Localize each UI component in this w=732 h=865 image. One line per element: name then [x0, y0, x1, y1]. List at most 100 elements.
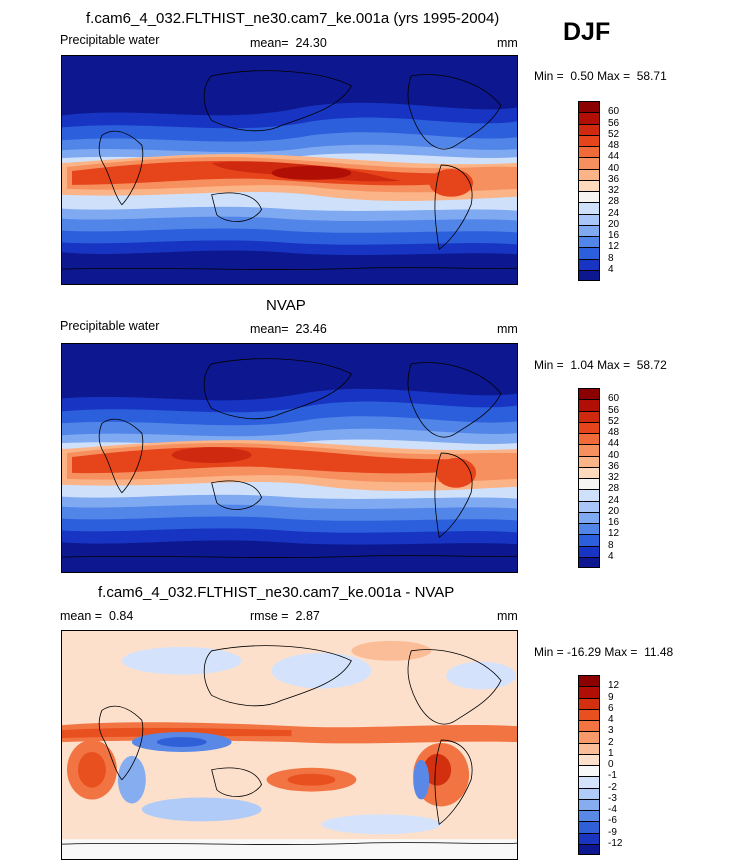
panel2-title: NVAP [266, 297, 306, 314]
colorbar-tick-label: -9 [608, 826, 617, 838]
colorbar-swatch [578, 511, 600, 524]
colorbar-tick-label: 16 [608, 230, 620, 241]
colorbar-tick-label: 48 [608, 427, 620, 438]
colorbar-tick-label: 16 [608, 517, 620, 528]
colorbar-swatch [578, 224, 600, 237]
colorbar-tick-label: 28 [608, 196, 620, 208]
colorbar-swatch [578, 731, 600, 743]
colorbar-swatch [578, 433, 600, 445]
colorbar-tick-label: 24 [608, 494, 620, 506]
colorbar-tick-label: 52 [608, 415, 620, 427]
panel2-minmax: Min = 1.04 Max = 58.72 [534, 358, 667, 372]
colorbar-swatch [578, 545, 600, 558]
colorbar-tick-label: 36 [608, 173, 620, 185]
colorbar-tick-label: 9 [608, 691, 614, 703]
colorbar-swatch [578, 776, 600, 788]
colorbar-swatch [578, 697, 600, 710]
colorbar-swatch [578, 123, 600, 136]
panel2-colorbar: 60 56 52 48 44 40 36 32 28 24 20 16 12 8 4 [578, 388, 619, 568]
colorbar-tick-label: 44 [608, 438, 620, 450]
colorbar-tick-label: 40 [608, 449, 620, 461]
panel2-units: mm [497, 322, 518, 336]
colorbar-tick-label: 6 [608, 702, 614, 714]
colorbar-swatch [578, 832, 600, 845]
colorbar-swatch [578, 236, 600, 248]
colorbar-swatch [578, 179, 600, 192]
colorbar-tick-label: 60 [608, 106, 620, 118]
colorbar-tick-label: -12 [608, 837, 623, 849]
colorbar-tick-label: -6 [608, 815, 617, 827]
colorbar-swatch [578, 444, 600, 456]
panel3-title: f.cam6_4_032.FLTHIST_ne30.cam7_ke.001a -… [98, 584, 455, 601]
panel2-mean: mean= 23.46 [250, 322, 327, 336]
colorbar-swatch [578, 523, 600, 535]
colorbar-tick-label: 12 [608, 528, 620, 540]
colorbar-swatch [578, 556, 600, 568]
panel3-mean: mean = 0.84 [60, 609, 134, 623]
colorbar-swatch [578, 247, 600, 259]
colorbar-tick-label: 56 [608, 117, 620, 129]
colorbar-swatch [578, 798, 600, 811]
colorbar-swatch [578, 489, 600, 501]
colorbar-swatch [578, 157, 600, 169]
colorbar-swatch [578, 388, 600, 400]
colorbar-tick-label: 4 [608, 550, 614, 562]
panel1-minmax: Min = 0.50 Max = 58.71 [534, 69, 667, 83]
panel3-map [61, 630, 518, 860]
colorbar-tick-label: 3 [608, 725, 614, 737]
colorbar-swatch [578, 421, 600, 434]
colorbar-swatch [578, 191, 600, 203]
colorbar-swatch [578, 675, 600, 687]
colorbar-swatch [578, 720, 600, 732]
colorbar-tick-label: 28 [608, 483, 620, 495]
colorbar-swatch [578, 101, 600, 113]
colorbar-swatch [578, 213, 600, 226]
colorbar-tick-label: 56 [608, 404, 620, 416]
colorbar-swatch [578, 787, 600, 800]
colorbar-tick-label: 32 [608, 185, 620, 196]
panel1-title: f.cam6_4_032.FLTHIST_ne30.cam7_ke.001a (… [86, 10, 500, 27]
colorbar-swatch [578, 753, 600, 766]
colorbar-tick-label: 60 [608, 393, 620, 405]
colorbar-swatch [578, 269, 600, 281]
colorbar-swatch [578, 810, 600, 822]
colorbar-tick-label: 32 [608, 472, 620, 483]
colorbar-tick-label: 52 [608, 128, 620, 140]
panel1-map [61, 55, 518, 285]
colorbar-swatch [578, 843, 600, 855]
colorbar-swatch [578, 455, 600, 468]
colorbar-tick-label: 44 [608, 151, 620, 163]
colorbar-swatch [578, 708, 600, 721]
colorbar-swatch [578, 202, 600, 214]
panel1-variable: Precipitable water [60, 33, 160, 47]
colorbar-tick-label: 0 [608, 759, 614, 770]
colorbar-swatch [578, 500, 600, 513]
colorbar-swatch [578, 146, 600, 158]
colorbar-swatch [578, 534, 600, 546]
colorbar-swatch [578, 399, 600, 411]
colorbar-tick-label: -2 [608, 781, 617, 793]
colorbar-swatch [578, 686, 600, 698]
panel1-colorbar: 60 56 52 48 44 40 36 32 28 24 20 16 12 8 4 [578, 101, 619, 281]
panel3-colorbar: 12 9 6 4 3 2 1 0 -1 -2 -3 -4 -6 -9 -12 [578, 675, 622, 855]
colorbar-swatch [578, 168, 600, 181]
colorbar-tick-label: 24 [608, 207, 620, 219]
colorbar-swatch [578, 765, 600, 777]
colorbar-swatch [578, 112, 600, 124]
colorbar-tick-label: 20 [608, 505, 620, 517]
colorbar-tick-label: -3 [608, 792, 617, 804]
colorbar-tick-label: 1 [608, 747, 614, 759]
colorbar-tick-label: -4 [608, 804, 617, 815]
panel1-mean: mean= 24.30 [250, 36, 327, 50]
colorbar-swatch [578, 258, 600, 271]
colorbar-tick-label: 8 [608, 539, 614, 551]
colorbar-tick-label: 12 [608, 680, 620, 692]
panel1-units: mm [497, 36, 518, 50]
panel2-map [61, 343, 518, 573]
colorbar-swatch [578, 821, 600, 833]
colorbar-swatch [578, 466, 600, 479]
colorbar-swatch [578, 742, 600, 755]
colorbar-tick-label: 48 [608, 140, 620, 151]
colorbar-tick-label: 12 [608, 241, 620, 253]
panel3-units: mm [497, 609, 518, 623]
